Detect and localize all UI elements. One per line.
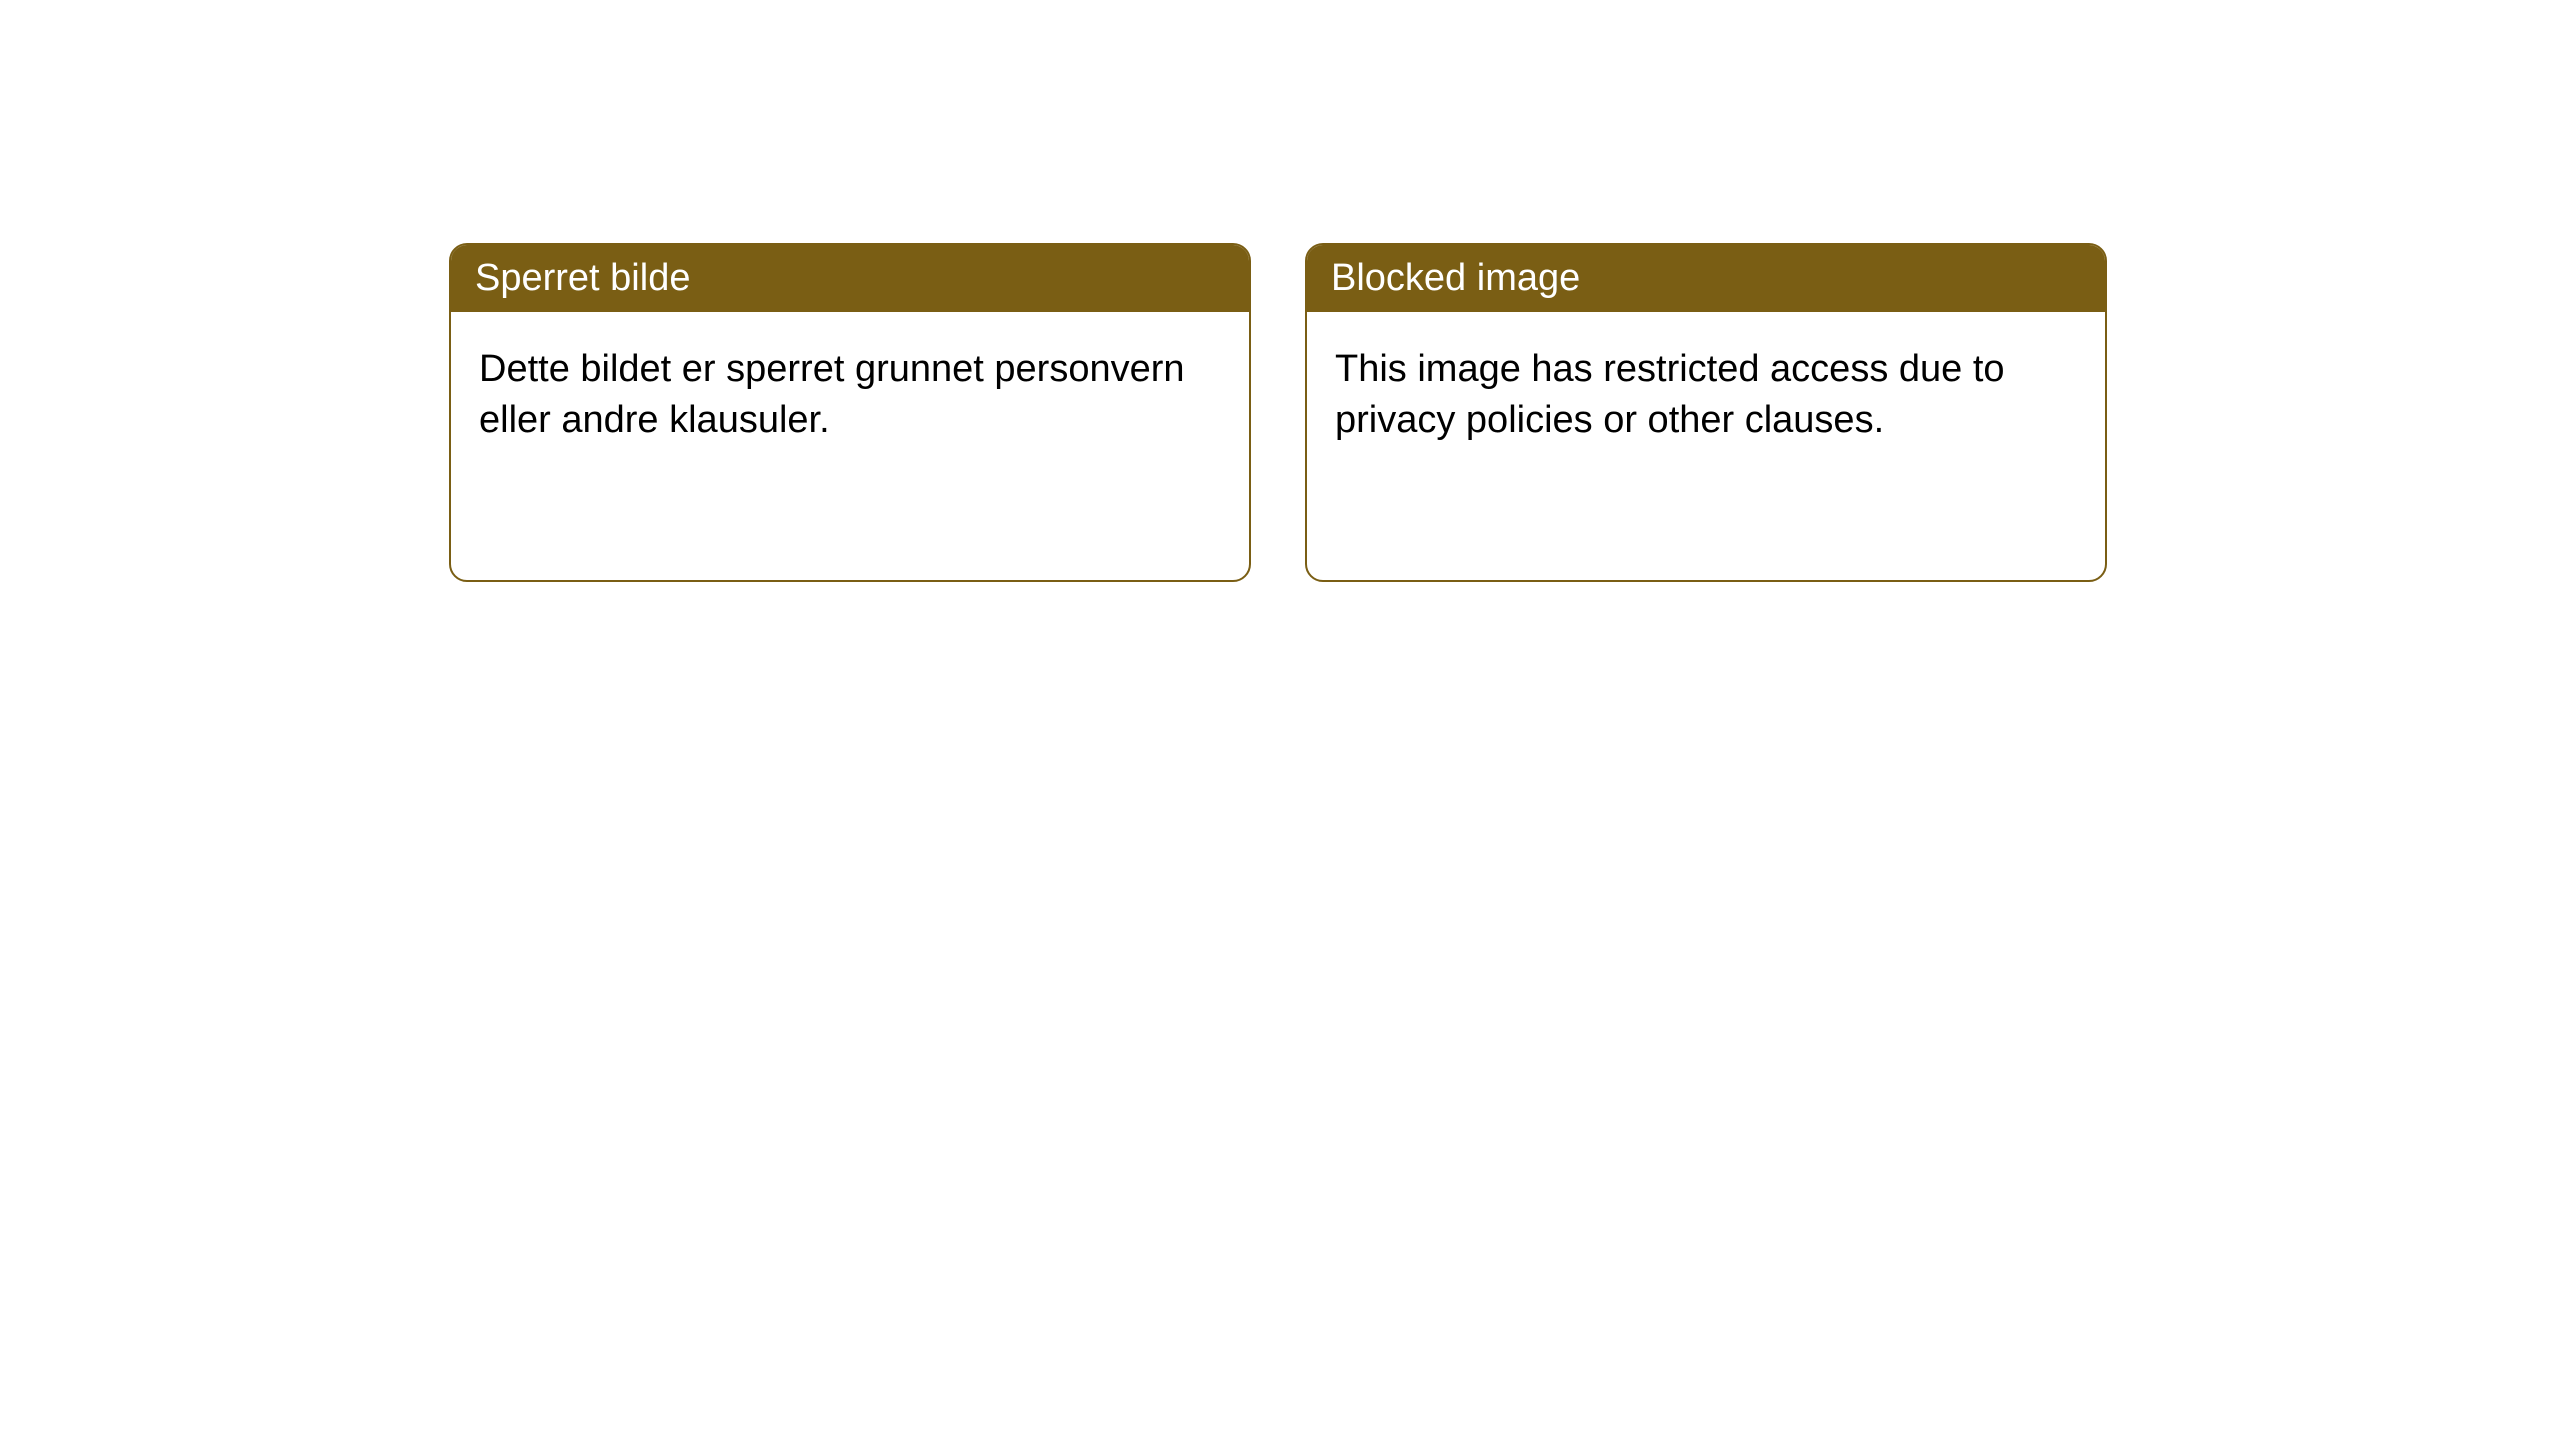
card-title: Blocked image [1331, 257, 1580, 299]
notice-cards-container: Sperret bilde Dette bildet er sperret gr… [449, 243, 2107, 582]
card-header: Sperret bilde [451, 245, 1249, 312]
card-body: This image has restricted access due to … [1307, 312, 2105, 580]
card-body-text: This image has restricted access due to … [1335, 348, 2005, 441]
card-body: Dette bildet er sperret grunnet personve… [451, 312, 1249, 580]
card-header: Blocked image [1307, 245, 2105, 312]
card-body-text: Dette bildet er sperret grunnet personve… [479, 348, 1185, 441]
notice-card-norwegian: Sperret bilde Dette bildet er sperret gr… [449, 243, 1251, 582]
notice-card-english: Blocked image This image has restricted … [1305, 243, 2107, 582]
card-title: Sperret bilde [475, 257, 690, 299]
